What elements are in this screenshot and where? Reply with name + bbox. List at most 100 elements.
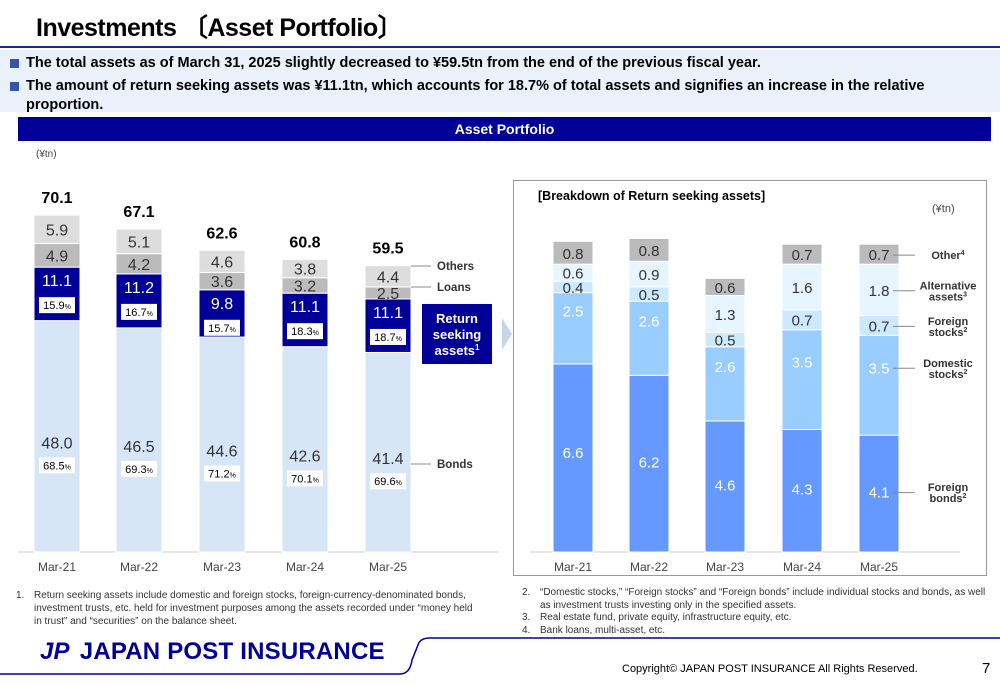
data-label: 4.2 [128,257,150,274]
total-label: 62.6 [206,225,237,242]
summary-text: The amount of return seeking assets was … [26,78,925,113]
bar-segment-others [33,214,81,245]
data-label: 2.6 [639,313,660,330]
legend-other: Other4 [931,250,964,262]
summary-box: The total assets as of March 31, 2025 sl… [0,50,1000,115]
bar-segment-other [704,277,746,296]
data-label: 41.4 [372,451,403,468]
x-tick-label: Mar-24 [286,560,324,574]
summary-bullet: The amount of return seeking assets was … [10,77,985,115]
x-tick-label: Mar-23 [706,560,744,574]
share-box [370,473,406,490]
bar-segment-other [552,240,594,265]
data-label: 0.7 [869,318,890,335]
bar-segment-bonds [33,320,81,553]
share-box [121,460,157,477]
data-label: 3.5 [792,355,813,372]
data-label: 0.7 [869,247,890,264]
share-box [287,470,323,487]
footnote-number: 1. [16,590,25,601]
data-label: 0.9 [639,267,660,284]
share-box [39,297,75,314]
data-label: 4.1 [869,485,890,502]
footer-divider [0,637,1000,675]
page-title: Investments 〔Asset Portfolio〕 [36,14,403,42]
share-box [370,328,406,345]
logo-text: JAPAN POST INSURANCE [79,638,385,665]
data-label: 4.6 [211,254,233,271]
data-label: 4.9 [46,248,68,265]
data-label: 11.1 [290,299,320,316]
x-tick-label: Mar-24 [783,560,821,574]
legend-foreign-stocks: stocks2 [929,327,968,339]
data-label: 2.6 [715,359,736,376]
data-label: 9.8 [211,296,233,313]
data-label: 4.3 [792,482,813,499]
total-label: 67.1 [123,204,154,221]
data-label: 11.1 [42,273,72,290]
share-box [204,319,240,336]
page-number: 7 [982,660,991,677]
share-label: 18.3% [291,326,319,338]
bar-segment-foreign-bonds [781,428,823,553]
company-logo: JP JAPAN POST INSURANCE [40,638,385,666]
data-label: 4.6 [715,477,736,494]
share-box [121,303,157,320]
x-tick-label: Mar-21 [554,560,592,574]
bar-segment-domestic-stocks [858,334,900,436]
bar-segment-alternative-assets [781,263,823,311]
breakdown-panel [513,180,987,576]
x-tick-label: Mar-22 [630,560,668,574]
bar-segment-other [858,243,900,265]
share-box [39,457,75,474]
data-label: 42.6 [289,448,320,465]
bar-segment-domestic-stocks [781,329,823,430]
x-tick-label: Mar-22 [120,560,158,574]
footnote-text: “Domestic stocks,” “Foreign stocks” and … [540,587,986,611]
breakdown-title: [Breakdown of Return seeking assets] [538,189,766,203]
footnote-2: 2. “Domestic stocks,” “Foreign stocks” an… [522,586,992,612]
data-label: 2.5 [377,286,399,303]
data-label: 6.6 [563,445,584,462]
right-unit-label: (¥tn) [932,203,955,215]
legend-foreign-bonds: Foreign [928,482,969,494]
data-label: 4.4 [377,269,399,286]
legend-bonds: Bonds [437,459,473,471]
footnote-text: Return seeking assets include domestic a… [34,590,473,627]
summary-bullet: The total assets as of March 31, 2025 sl… [10,54,985,73]
bar-segment-domestic-stocks [628,300,670,376]
data-label: 0.7 [792,313,813,330]
share-label: 15.9% [43,300,71,312]
data-label: 48.0 [41,435,72,452]
data-label: 1.6 [792,280,813,297]
share-label: 68.5% [43,460,71,472]
summary-text: The total assets as of March 31, 2025 sl… [26,55,761,71]
data-label: 3.2 [294,278,316,295]
data-label: 3.5 [869,360,890,377]
copyright: Copyright© JAPAN POST INSURANCE All Righ… [622,663,918,675]
data-label: 44.6 [206,444,237,461]
legend-return-seeking-box [422,304,492,364]
bar-segment-other [628,238,670,262]
share-label: 71.2% [208,469,236,481]
footnote-4: 4. Bank loans, multi-asset, etc. [522,624,992,637]
left-unit-label: (¥tn) [36,149,57,160]
footnote-text: Bank loans, multi-asset, etc. [540,625,666,636]
legend-return-seeking: Return [436,311,478,326]
bar-segment-others [198,249,246,273]
legend-alternative-assets: Alternative [920,280,977,292]
bar-segment-domestic-stocks [552,292,594,365]
legend-loans: Loans [437,282,471,294]
data-label: 0.7 [792,247,813,264]
x-tick-label: Mar-25 [860,560,898,574]
data-label: 5.9 [46,222,68,239]
share-box [287,323,323,340]
data-label: 11.1 [373,305,403,322]
data-label: 0.6 [715,280,736,297]
share-box [204,465,240,482]
data-label: 1.8 [869,283,890,300]
share-label: 69.3% [125,464,153,476]
footnote-3: 3. Real estate fund, private equity, infr… [522,611,992,624]
